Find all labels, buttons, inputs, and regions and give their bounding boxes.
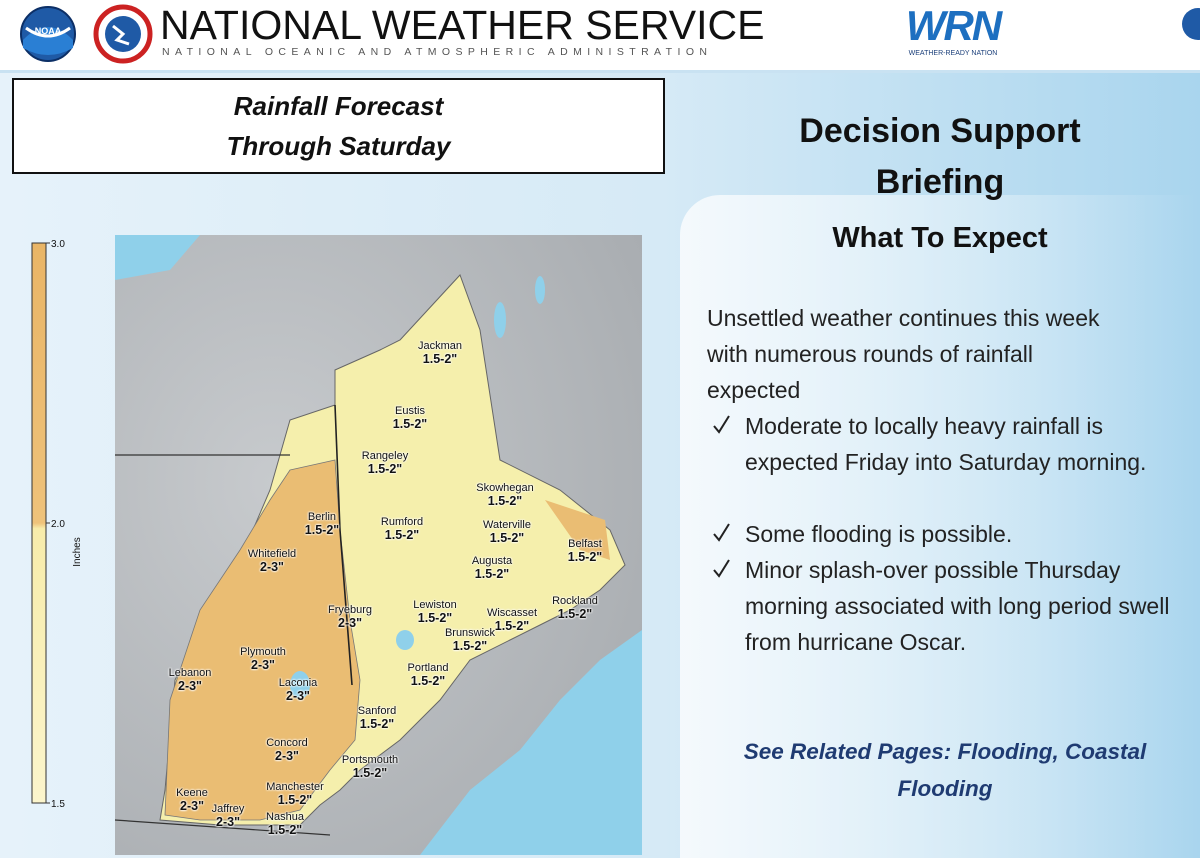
forecast-title-box: Rainfall Forecast Through Saturday	[12, 78, 665, 174]
checkmarks	[713, 415, 730, 578]
bullet: Moderate to locally heavy rainfall is ex…	[745, 413, 1147, 475]
wrn-tagline: WEATHER-READY NATION	[908, 50, 998, 57]
bullet: Minor splash-over possible Thursday morn…	[745, 557, 1170, 655]
briefing-intro: Unsettled weather continues this week wi…	[707, 305, 1100, 403]
corner-logo	[1182, 8, 1200, 40]
forecast-title-line: Rainfall Forecast	[233, 91, 444, 121]
related-pages[interactable]: See Related Pages: Flooding, Coastal Flo…	[743, 739, 1147, 801]
colorbar-tick-label: 3.0	[51, 239, 65, 250]
wrn-logo: WRN WEATHER-READY NATION	[878, 2, 1028, 58]
forecast-title-line: Through Saturday	[226, 131, 451, 161]
header: NOAA NATIONAL WEATHER SERVICE NATIONAL O…	[0, 0, 1200, 73]
logos: NOAA	[20, 4, 153, 64]
briefing-subtitle: What To Expect	[832, 222, 1048, 254]
rainfall-map: 3.0 2.0 1.5 Inches	[31, 235, 642, 855]
briefing-title-line: Decision Support	[799, 112, 1081, 150]
wrn-logo-text: WRN	[905, 2, 1002, 49]
colorbar-tick-label: 1.5	[51, 799, 65, 810]
colorbar-tick-label: 2.0	[51, 519, 65, 530]
briefing-panel	[680, 195, 1200, 858]
colorbar-label: Inches	[72, 537, 83, 566]
noaa-logo-text: NOAA	[35, 26, 62, 36]
briefing-title-line: Briefing	[875, 163, 1005, 201]
bullet: Some flooding is possible.	[745, 521, 1013, 547]
suborg-name: NATIONAL OCEANIC AND ATMOSPHERIC ADMINIS…	[162, 46, 713, 58]
org-name: NATIONAL WEATHER SERVICE	[160, 2, 765, 48]
